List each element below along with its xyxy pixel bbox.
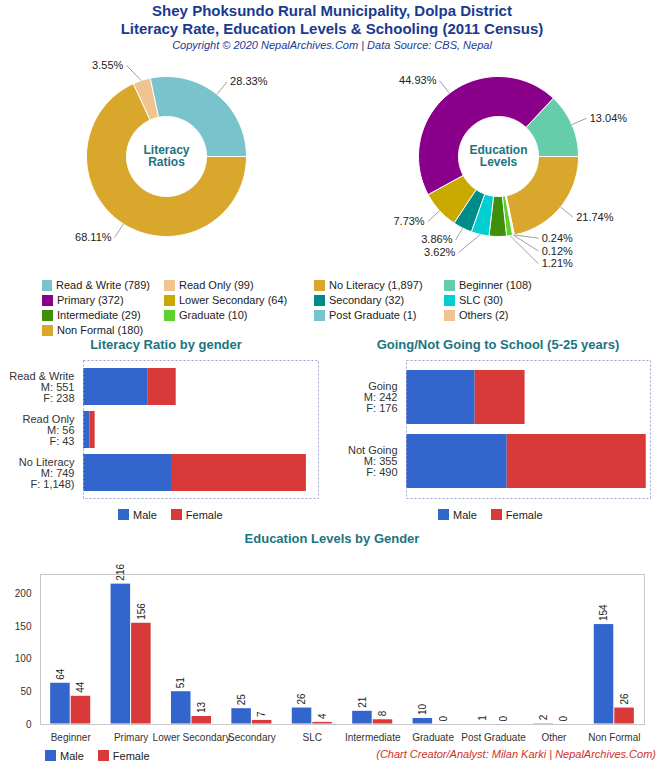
html-text:Lower Secondary (64): Lower Secondary (64) — [179, 294, 288, 306]
svg-text:216: 216 — [115, 564, 126, 581]
html-text:Intermediate (29): Intermediate (29) — [57, 309, 141, 321]
svg-text:0.24%: 0.24% — [542, 232, 573, 244]
html-text:Read & Write (789): Read & Write (789) — [56, 279, 150, 291]
svg-text:68.11%: 68.11% — [75, 231, 112, 243]
svg-text:Graduate: Graduate — [412, 732, 454, 743]
svg-text:Intermediate: Intermediate — [345, 732, 401, 743]
svg-text:13: 13 — [196, 701, 207, 713]
svg-text:Non Formal: Non Formal — [588, 732, 640, 743]
svg-text:156: 156 — [136, 603, 147, 620]
svg-text:No LiteracyM: 749F: 1,148): No LiteracyM: 749F: 1,148) — [19, 456, 75, 490]
html-text:Female: Female — [185, 508, 223, 521]
svg-text:13.04%: 13.04% — [590, 112, 628, 124]
svg-text:2: 2 — [538, 714, 549, 720]
svg-text:Read & WriteM: 551F: 238: Read & WriteM: 551F: 238 — [9, 370, 74, 404]
html-text:Others (2): Others (2) — [459, 309, 509, 321]
html-text:Non Formal (180): Non Formal (180) — [57, 324, 144, 336]
html-text:No Literacy (1,897): No Literacy (1,897) — [329, 279, 423, 291]
svg-text:25: 25 — [236, 694, 247, 706]
svg-text:26: 26 — [619, 693, 630, 705]
html-text:Read Only (99): Read Only (99) — [179, 279, 254, 291]
svg-text:26: 26 — [296, 693, 307, 705]
svg-text:0: 0 — [438, 716, 449, 722]
svg-text:Not GoingM: 355F: 490: Not GoingM: 355F: 490 — [348, 444, 398, 478]
html-text:Post Graduate (1): Post Graduate (1) — [329, 309, 417, 321]
svg-text:GoingM: 242F: 176: GoingM: 242F: 176 — [364, 380, 398, 414]
html-text:Literacy Rate, Education Level: Literacy Rate, Education Levels & School… — [120, 20, 544, 37]
svg-text:21.74%: 21.74% — [576, 211, 614, 223]
svg-text:0.12%: 0.12% — [542, 245, 573, 257]
svg-text:50: 50 — [20, 686, 32, 697]
svg-text:4: 4 — [317, 713, 328, 719]
html-text:Going/Not Going to School (5-2: Going/Not Going to School (5-25 years) — [376, 337, 620, 352]
svg-text:200: 200 — [15, 588, 32, 599]
html-text:Copyright © 2020 NepalArchives: Copyright © 2020 NepalArchives.Com | Dat… — [172, 39, 492, 51]
svg-text:Other: Other — [541, 732, 567, 743]
html-text:Male: Male — [133, 508, 157, 521]
svg-text:7.73%: 7.73% — [393, 215, 424, 227]
svg-text:0: 0 — [26, 719, 32, 730]
html-text:Education Levels by Gender: Education Levels by Gender — [244, 531, 420, 546]
svg-text:7: 7 — [256, 711, 267, 717]
html-text:Female: Female — [112, 749, 150, 762]
svg-text:Lower Secondary: Lower Secondary — [153, 732, 231, 743]
svg-text:Post Graduate: Post Graduate — [461, 732, 526, 743]
svg-text:8: 8 — [377, 710, 388, 716]
html-text:Primary (372): Primary (372) — [57, 294, 124, 306]
svg-text:1.21%: 1.21% — [542, 257, 573, 269]
svg-text:21: 21 — [357, 696, 368, 708]
html-text:Male: Male — [60, 749, 84, 762]
svg-text:100: 100 — [15, 653, 32, 664]
svg-text:0: 0 — [498, 716, 509, 722]
html-text:Beginner (108): Beginner (108) — [459, 279, 532, 291]
svg-text:3.62%: 3.62% — [424, 246, 455, 258]
svg-text:Primary: Primary — [114, 732, 148, 743]
svg-text:3.86%: 3.86% — [421, 233, 452, 245]
html-text:Female: Female — [505, 508, 543, 521]
svg-text:28.33%: 28.33% — [230, 75, 268, 87]
html-text:Literacy Ratio by gender: Literacy Ratio by gender — [90, 337, 242, 352]
svg-text:3.55%: 3.55% — [92, 59, 123, 71]
html-text:SLC (30): SLC (30) — [459, 294, 503, 306]
svg-text:Read OnlyM: 56F: 43: Read OnlyM: 56F: 43 — [23, 413, 75, 447]
svg-text:154: 154 — [598, 604, 609, 621]
html-text:Male: Male — [453, 508, 477, 521]
svg-text:1: 1 — [477, 715, 488, 721]
svg-text:Secondary: Secondary — [228, 732, 276, 743]
svg-text:44.93%: 44.93% — [399, 74, 437, 86]
svg-text:LiteracyRatios: LiteracyRatios — [143, 143, 189, 169]
svg-text:0: 0 — [558, 716, 569, 722]
svg-text:64: 64 — [55, 668, 66, 680]
svg-text:150: 150 — [15, 621, 32, 632]
svg-text:EducationLevels: EducationLevels — [469, 143, 527, 169]
svg-text:51: 51 — [175, 677, 186, 689]
html-text:Secondary (32): Secondary (32) — [329, 294, 405, 306]
html-text:Shey Phoksundo Rural Municipal: Shey Phoksundo Rural Municipality, Dolpa… — [152, 2, 512, 19]
svg-text:Beginner: Beginner — [51, 732, 92, 743]
svg-text:44: 44 — [75, 681, 86, 693]
html-text:Graduate (10): Graduate (10) — [179, 309, 248, 321]
svg-text:10: 10 — [417, 703, 428, 715]
svg-text:SLC: SLC — [303, 732, 322, 743]
html-text:(Chart Creator/Analyst: Milan: (Chart Creator/Analyst: Milan Karki | Ne… — [376, 748, 656, 760]
